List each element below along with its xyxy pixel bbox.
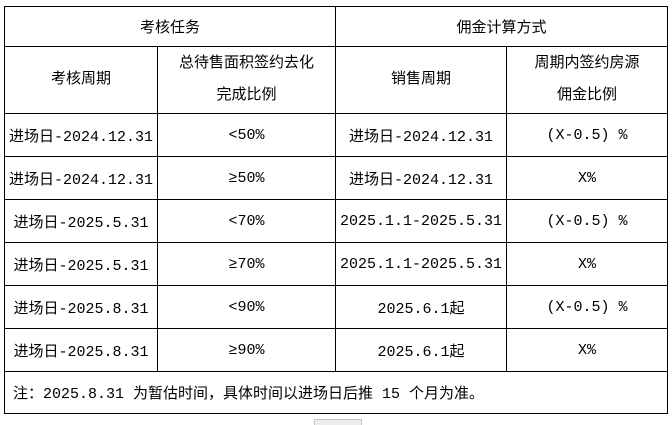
cell-sales-period: 2025.1.1-2025.5.31 [335, 199, 508, 243]
table-row: 进场日-2025.8.31 <90% 2025.6.1起 (X-0.5) % [4, 285, 669, 329]
header-sales-period: 销售周期 [335, 46, 508, 114]
table-header-row-1: 考核任务 佣金计算方式 [3, 6, 669, 47]
cell-commission-ratio: (X-0.5) % [506, 199, 669, 243]
cell-completion-ratio: <70% [156, 199, 337, 243]
header-completion-ratio: 总待售面积签约去化 完成比例 [156, 46, 337, 114]
cell-assessment-period: 进场日-2025.8.31 [4, 285, 158, 329]
cell-commission-ratio: (X-0.5) % [506, 113, 669, 157]
header-commission-ratio: 周期内签约房源 佣金比例 [506, 46, 669, 114]
cell-sales-period: 进场日-2024.12.31 [335, 156, 508, 200]
cell-assessment-period: 进场日-2024.12.31 [4, 113, 158, 157]
cell-completion-ratio: <50% [156, 113, 337, 157]
cell-assessment-period: 进场日-2025.8.31 [4, 328, 158, 372]
cell-sales-period: 进场日-2024.12.31 [335, 113, 508, 157]
header-assessment-period: 考核周期 [4, 46, 158, 114]
scrollbar-thumb-partial[interactable] [314, 419, 362, 425]
cell-sales-period: 2025.6.1起 [335, 285, 508, 329]
cell-completion-ratio: ≥70% [156, 242, 337, 286]
table-row: 进场日-2024.12.31 ≥50% 进场日-2024.12.31 X% [4, 156, 669, 200]
footnote-text: 注：2025.8.31 为暂估时间，具体时间以进场日后推 15 个月为准。 [3, 371, 669, 414]
table-row: 进场日-2025.5.31 ≥70% 2025.1.1-2025.5.31 X% [4, 242, 669, 286]
cell-assessment-period: 进场日-2025.5.31 [4, 199, 158, 243]
cell-assessment-period: 进场日-2024.12.31 [4, 156, 158, 200]
table-row: 进场日-2025.5.31 <70% 2025.1.1-2025.5.31 (X… [4, 199, 669, 243]
table-footnote-row: 注：2025.8.31 为暂估时间，具体时间以进场日后推 15 个月为准。 [3, 371, 669, 414]
cell-commission-ratio: X% [506, 242, 669, 286]
cell-sales-period: 2025.6.1起 [335, 328, 508, 372]
cell-completion-ratio: <90% [156, 285, 337, 329]
cell-assessment-period: 进场日-2025.5.31 [4, 242, 158, 286]
cell-commission-ratio: X% [506, 156, 669, 200]
header-assessment-task: 考核任务 [3, 6, 337, 47]
cell-completion-ratio: ≥50% [156, 156, 337, 200]
table-row: 进场日-2024.12.31 <50% 进场日-2024.12.31 (X-0.… [4, 113, 669, 157]
cell-sales-period: 2025.1.1-2025.5.31 [335, 242, 508, 286]
commission-table: 考核任务 佣金计算方式 考核周期 总待售面积签约去化 完成比例 销售周期 周期内… [3, 6, 669, 414]
table-row: 进场日-2025.8.31 ≥90% 2025.6.1起 X% [4, 328, 669, 372]
cell-completion-ratio: ≥90% [156, 328, 337, 372]
table-header-row-2: 考核周期 总待售面积签约去化 完成比例 销售周期 周期内签约房源 佣金比例 [4, 46, 669, 114]
cell-commission-ratio: (X-0.5) % [506, 285, 669, 329]
header-commission-method: 佣金计算方式 [335, 6, 669, 47]
cell-commission-ratio: X% [506, 328, 669, 372]
